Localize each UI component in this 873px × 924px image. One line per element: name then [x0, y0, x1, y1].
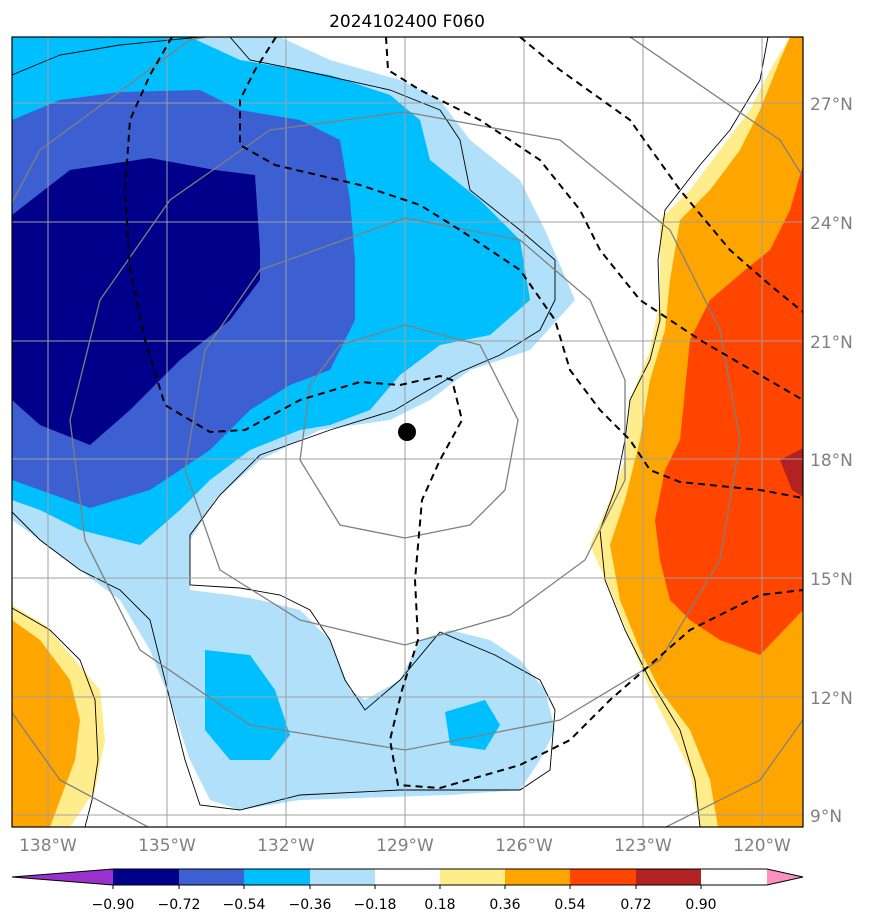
colorbar-ticks: −0.90 −0.72 −0.54 −0.36 −0.18 0.18 0.36 …: [92, 897, 717, 913]
lat-label: 27°N: [810, 95, 853, 115]
colorbar-segment: [440, 869, 505, 885]
colorbar-tick-label: −0.36: [289, 897, 332, 913]
contour-line-pos-outer: [599, 37, 769, 827]
lat-label: 9°N: [810, 807, 842, 827]
lat-label: 15°N: [810, 570, 853, 590]
lat-label: 21°N: [810, 333, 853, 353]
map-title: 2024102400 F060: [329, 12, 485, 32]
latitude-labels: 27°N 24°N 21°N 18°N 15°N 12°N 9°N: [810, 95, 853, 827]
lon-label: 135°W: [138, 836, 196, 856]
contour-fill-neg-max: [12, 158, 260, 445]
colorbar-tick-label: 0.18: [424, 897, 455, 913]
range-rings: [12, 37, 803, 827]
contour-fill-neg-blob1: [205, 650, 290, 760]
colorbar: [11, 868, 804, 889]
storm-center-marker: [398, 423, 416, 441]
lat-label: 12°N: [810, 689, 853, 709]
colorbar-segment: [375, 869, 440, 885]
colorbar-segment: [505, 869, 570, 885]
map-frame: [11, 36, 804, 828]
lon-label: 126°W: [495, 836, 553, 856]
contour-fill-pos-strong: [655, 165, 803, 655]
contour-line-neg-outer: [12, 37, 556, 811]
lat-label: 18°N: [810, 451, 853, 471]
lon-label: 132°W: [257, 836, 315, 856]
colorbar-segment: [636, 869, 701, 885]
longitude-labels: 138°W 135°W 132°W 129°W 126°W 123°W 120°…: [19, 836, 791, 856]
colorbar-segment: [179, 869, 244, 885]
colorbar-tick-label: 0.36: [489, 897, 520, 913]
colorbar-extend-low: [12, 869, 113, 885]
contour-fill-sw-mid: [12, 620, 80, 827]
lon-label: 129°W: [376, 836, 434, 856]
dashed-contours: [123, 37, 803, 790]
map-panel: [12, 37, 803, 827]
lon-label: 120°W: [733, 836, 791, 856]
lon-label: 138°W: [19, 836, 77, 856]
lon-label: 123°W: [614, 836, 672, 856]
contour-fill-neg-blob2: [445, 700, 500, 750]
colorbar-tick-label: −0.90: [92, 897, 135, 913]
colorbar-segment: [310, 869, 375, 885]
colorbar-tick-label: −0.54: [223, 897, 266, 913]
colorbar-segment: [244, 869, 310, 885]
graticule: [12, 37, 803, 827]
colorbar-tick-label: −0.18: [354, 897, 397, 913]
colorbar-segment: [113, 869, 179, 885]
lat-label: 24°N: [810, 214, 853, 234]
contour-line-sw-outer: [12, 607, 99, 827]
colorbar-tick-label: 0.90: [685, 897, 716, 913]
colorbar-tick-label: 0.54: [554, 897, 585, 913]
colorbar-extend-high: [767, 869, 803, 885]
colorbar-tick-label: 0.72: [620, 897, 651, 913]
colorbar-tick-label: −0.72: [158, 897, 201, 913]
contour-fill-pos-max: [780, 448, 803, 497]
colorbar-segment: [570, 869, 636, 885]
